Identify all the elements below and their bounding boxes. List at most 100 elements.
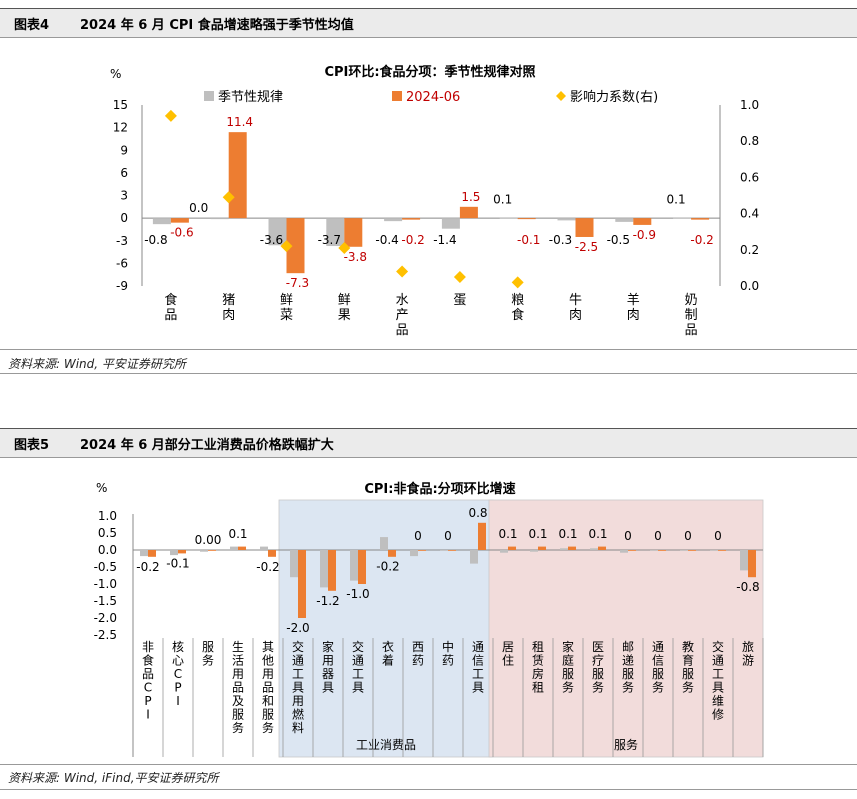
chart1-influence-point-1 [222, 191, 235, 204]
chart1-bar-current-7 [575, 218, 594, 237]
chart1-category-6-char-0: 粮 [511, 293, 524, 308]
chart2-category-7-char-2: 工 [352, 667, 364, 681]
chart1-category-4-char-0: 水 [396, 293, 409, 308]
chart1-label-current-0: -0.6 [170, 226, 193, 240]
chart1-legend-marker-0 [204, 91, 214, 101]
chart1-y2tick-0: 0.0 [740, 279, 759, 293]
chart2-category-10-char-1: 药 [442, 654, 454, 668]
chart2-category-14-char-3: 务 [562, 680, 574, 695]
chart2-category-15-char-2: 服 [592, 667, 604, 681]
chart2-category-0-char-1: 食 [142, 653, 154, 668]
chart2-category-2-char-1: 务 [202, 653, 214, 668]
chart2-category-13-char-3: 租 [532, 681, 544, 695]
chart2-ytick-5: -1.5 [94, 594, 117, 608]
chart2-category-19-char-1: 通 [712, 654, 724, 668]
chart1-label-current-5: 1.5 [461, 190, 480, 204]
figure4-header: 图表4 2024 年 6 月 CPI 食品增速略强于季节性均值 [0, 8, 857, 38]
chart1-label-current-2: -7.3 [286, 276, 309, 290]
chart2-category-5-char-5: 燃 [292, 707, 304, 722]
chart1-legend-marker-2 [556, 91, 566, 101]
figure5-divider [0, 764, 857, 765]
chart2-bar-a-17 [650, 550, 658, 551]
chart2-label-9: 0 [414, 529, 422, 543]
chart2-bar-b-5 [298, 550, 306, 618]
chart2-label-17: 0 [654, 529, 662, 543]
chart2-bar-a-5 [290, 550, 298, 578]
chart2-category-3-char-6: 务 [232, 720, 244, 735]
chart2-category-3-char-3: 品 [232, 681, 244, 695]
chart1-label-seasonal-3: -3.7 [318, 233, 341, 247]
chart1-bar-current-4 [402, 218, 421, 220]
chart2-category-0-char-0: 非 [142, 640, 154, 654]
figure4-number: 图表4 [14, 18, 50, 33]
chart1-influence-point-3 [338, 241, 351, 254]
chart2-category-2-char-0: 服 [202, 640, 214, 654]
chart2-category-16-char-0: 邮 [622, 640, 634, 654]
chart2-bar-b-0 [148, 550, 156, 557]
chart1-category-5-char-0: 蛋 [453, 293, 466, 308]
chart2-category-14-char-2: 服 [562, 667, 574, 681]
chart2-category-3-char-1: 活 [232, 654, 244, 668]
chart2-category-3-char-5: 服 [232, 708, 244, 722]
chart1-bar-seasonal-5 [441, 218, 460, 229]
chart2-category-18-char-3: 务 [682, 680, 694, 695]
figure5-number: 图表5 [14, 438, 50, 453]
chart2-bar-b-12 [508, 546, 516, 550]
chart2-bar-b-1 [178, 550, 186, 554]
chart2-category-15-char-3: 务 [592, 680, 604, 695]
chart1-label-seasonal-2: -3.6 [260, 233, 283, 247]
chart1-category-4-char-1: 产 [396, 308, 409, 323]
chart1-ytick-5: 6 [120, 166, 128, 180]
chart2-bar-b-15 [598, 546, 606, 550]
chart1-y-unit: % [110, 67, 121, 81]
chart1-label-seasonal-6: 0.1 [493, 192, 512, 206]
chart2-bar-b-7 [358, 550, 366, 584]
chart1-ytick-4: 3 [120, 189, 128, 203]
chart1-category-3-char-0: 鲜 [338, 293, 351, 308]
chart2-category-19-char-2: 工 [712, 667, 724, 681]
chart2-category-1-char-1: 心 [172, 654, 184, 668]
chart2-label-13: 0.1 [528, 527, 547, 541]
chart2-bar-a-7 [350, 550, 358, 581]
chart2-category-0-char-5: I [146, 708, 150, 722]
chart1-bar-seasonal-2 [268, 218, 287, 246]
chart1-label-seasonal-8: -0.5 [607, 233, 630, 247]
chart2-category-5-char-2: 工 [292, 667, 304, 681]
chart2-category-11-char-2: 工 [472, 667, 484, 681]
chart2-category-18-char-1: 育 [682, 653, 694, 668]
chart2-category-8-char-1: 着 [382, 653, 394, 668]
chart2-category-9-char-1: 药 [412, 654, 424, 668]
chart2-label-19: 0 [714, 529, 722, 543]
chart1-bar-current-8 [633, 218, 652, 225]
chart2-label-11: 0.8 [468, 506, 487, 520]
chart1-category-4-char-2: 品 [396, 323, 409, 338]
figure5-title: 2024 年 6 月部分工业消费品价格跌幅扩大 [80, 438, 334, 453]
chart2-label-20: -0.8 [736, 580, 759, 594]
chart1-ytick-2: -3 [116, 234, 128, 248]
chart1-ytick-1: -6 [116, 256, 128, 270]
chart1-category-2-char-0: 鲜 [280, 293, 293, 308]
chart2-category-15-char-0: 医 [592, 640, 604, 654]
chart2-ytick-7: -2.5 [94, 628, 117, 642]
chart2-bar-a-4 [260, 546, 268, 550]
chart2-y-unit: % [96, 481, 107, 495]
chart2-bar-a-16 [620, 550, 628, 553]
chart2-category-11-char-1: 信 [472, 654, 484, 668]
chart1-label-current-4: -0.2 [401, 233, 424, 247]
chart2-bar-b-4 [268, 550, 276, 557]
chart2-category-5-char-4: 用 [292, 694, 304, 708]
chart1-bar-seasonal-0 [152, 218, 171, 225]
chart1-legend-label-1: 2024-06 [406, 90, 460, 105]
chart1-bar-seasonal-9 [673, 217, 692, 219]
chart1-category-3-char-1: 果 [338, 308, 351, 323]
chart2-category-17-char-3: 务 [652, 680, 664, 695]
chart1-y2tick-4: 0.8 [740, 134, 759, 148]
chart1-label-seasonal-9: 0.1 [667, 192, 686, 206]
chart2-bar-a-3 [230, 546, 238, 550]
chart2-group-label-1: 服务 [614, 737, 638, 752]
chart2-category-16-char-3: 务 [622, 680, 634, 695]
chart1: CPI环比:食品分项：季节性规律对照% -9 -6 -3 0 3 6 9 12 15 0.0 0.2 0… [110, 64, 759, 338]
chart2-bar-a-14 [560, 548, 568, 550]
chart2-category-4-char-4: 和 [262, 694, 274, 708]
chart2-category-5-char-0: 交 [292, 639, 304, 654]
